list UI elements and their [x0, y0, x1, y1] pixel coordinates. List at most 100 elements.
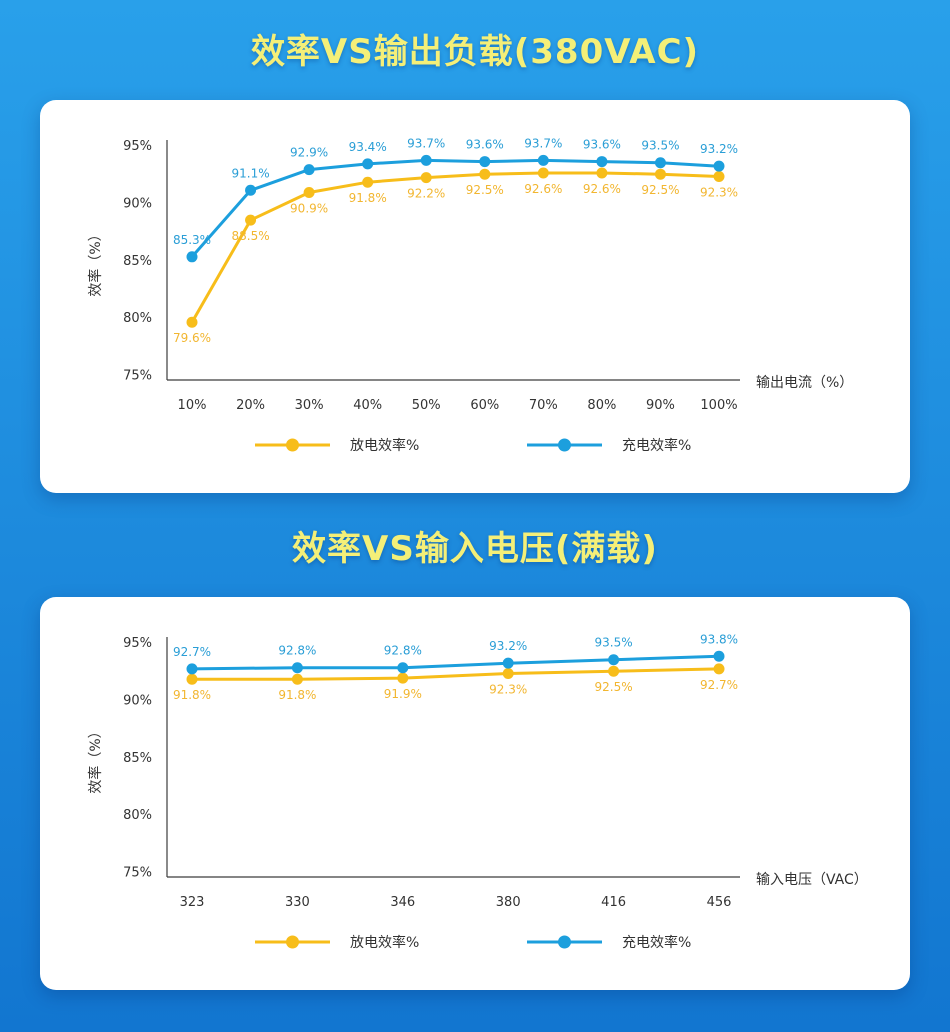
chart-card-efficiency-vs-load: 95% 90% 85% 80% 75% 10% 20% 30% 40% 50% 60% 70% 80% 9…	[40, 100, 910, 493]
x-tick-label: 346	[390, 895, 415, 910]
discharge-efficiency-point	[654, 168, 666, 180]
charge-efficiency-data-label: 93.2%	[700, 142, 738, 156]
x-tick-label: 380	[496, 895, 521, 910]
x-tick-label: 100%	[700, 398, 737, 413]
charge-efficiency-point	[397, 662, 409, 674]
charge-efficiency-point	[362, 158, 374, 170]
charge-efficiency-data-label: 93.7%	[407, 136, 445, 150]
discharge-efficiency-data-label: 92.5%	[466, 183, 504, 197]
discharge-efficiency-point	[245, 214, 257, 226]
discharge-efficiency-legend-marker	[286, 935, 299, 949]
y-tick-label: 95%	[123, 636, 152, 651]
discharge-efficiency-data-label: 92.2%	[407, 187, 445, 201]
y-tick-label: 85%	[123, 751, 152, 766]
charge-efficiency-point	[303, 164, 315, 176]
y-tick-label: 90%	[123, 196, 152, 211]
x-tick-label: 30%	[295, 398, 324, 413]
discharge-efficiency-point	[713, 663, 725, 675]
discharge-efficiency-data-label: 91.8%	[173, 688, 211, 702]
charge-efficiency-data-label: 93.4%	[349, 140, 387, 154]
charge-efficiency-point	[479, 156, 491, 168]
y-tick-label: 80%	[123, 311, 152, 326]
charge-efficiency-line	[190, 654, 721, 671]
charge-efficiency-line	[190, 158, 721, 259]
discharge-efficiency-point	[397, 672, 409, 684]
x-tick-label: 80%	[587, 398, 616, 413]
charge-efficiency-point	[420, 154, 432, 166]
x-tick-label: 10%	[178, 398, 207, 413]
charge-efficiency-point	[713, 160, 725, 172]
charge-efficiency-data-label: 91.1%	[231, 166, 269, 180]
charge-efficiency-point	[291, 662, 303, 674]
chart-card-efficiency-vs-voltage: 95% 90% 85% 80% 75% 323 330 346 380 416 456 输入电压（VA…	[40, 597, 910, 990]
charge-efficiency-data-label: 93.7%	[524, 136, 562, 150]
discharge-efficiency-data-label: 92.3%	[489, 682, 527, 696]
discharge-efficiency-point	[713, 170, 725, 182]
discharge-efficiency-legend-label: 放电效率%	[350, 934, 419, 951]
discharge-efficiency-point	[362, 176, 374, 188]
chart-title-efficiency-vs-load: 效率VS输出负载(380VAC)	[250, 32, 700, 72]
charge-efficiency-legend-label: 充电效率%	[622, 437, 691, 454]
discharge-efficiency-point	[608, 665, 620, 677]
discharge-efficiency-data-label: 92.5%	[641, 183, 679, 197]
x-tick-label: 330	[285, 895, 310, 910]
discharge-efficiency-point	[186, 673, 198, 685]
x-axis-title: 输出电流（%）	[756, 375, 853, 391]
discharge-efficiency-point	[420, 172, 432, 184]
y-tick-label: 75%	[123, 866, 152, 881]
discharge-efficiency-line	[190, 667, 721, 681]
y-tick-label: 95%	[123, 139, 152, 154]
x-tick-label: 70%	[529, 398, 558, 413]
discharge-efficiency-data-label: 91.8%	[278, 688, 316, 702]
charge-efficiency-data-label: 92.7%	[173, 645, 211, 659]
efficiency-vs-voltage-chart: 95% 90% 85% 80% 75% 323 330 346 380 416 456 输入电压（VA…	[87, 632, 868, 951]
discharge-efficiency-data-label: 92.6%	[524, 182, 562, 196]
charge-efficiency-point	[186, 251, 198, 263]
discharge-efficiency-point	[291, 673, 303, 685]
discharge-efficiency-point	[186, 316, 198, 328]
y-axis-title: 效率（%）	[87, 227, 104, 296]
discharge-efficiency-point	[479, 168, 491, 180]
efficiency-vs-load-chart: 95% 90% 85% 80% 75% 10% 20% 30% 40% 50% 60% 70% 80% 9…	[87, 136, 853, 454]
x-tick-label: 20%	[236, 398, 265, 413]
charge-efficiency-point	[654, 157, 666, 169]
charge-efficiency-point	[596, 156, 608, 168]
charge-efficiency-data-label: 92.8%	[278, 644, 316, 658]
charge-efficiency-data-label: 93.6%	[466, 138, 504, 152]
charge-efficiency-data-label: 93.8%	[700, 632, 738, 646]
charge-efficiency-point	[608, 654, 620, 666]
x-axis-title: 输入电压（VAC）	[756, 872, 868, 888]
discharge-efficiency-data-label: 92.7%	[700, 678, 738, 692]
discharge-efficiency-data-label: 92.3%	[700, 185, 738, 199]
discharge-efficiency-point	[596, 167, 608, 179]
x-tick-label: 456	[707, 895, 732, 910]
x-tick-label: 416	[601, 895, 626, 910]
charge-efficiency-point	[713, 650, 725, 662]
charge-efficiency-data-label: 93.2%	[489, 639, 527, 653]
charge-efficiency-legend-label: 充电效率%	[622, 934, 691, 951]
charge-efficiency-data-label: 93.5%	[641, 139, 679, 153]
x-tick-label: 323	[180, 895, 205, 910]
charge-efficiency-legend-marker	[558, 935, 571, 949]
discharge-efficiency-line	[190, 171, 721, 324]
discharge-efficiency-legend-label: 放电效率%	[350, 437, 419, 454]
discharge-efficiency-data-label: 91.8%	[349, 191, 387, 205]
charge-efficiency-point	[537, 154, 549, 166]
charge-efficiency-data-label: 92.8%	[384, 644, 422, 658]
y-tick-label: 90%	[123, 693, 152, 708]
x-tick-label: 40%	[353, 398, 382, 413]
charge-efficiency-data-label: 93.6%	[583, 138, 621, 152]
charge-efficiency-data-label: 93.5%	[595, 636, 633, 650]
charge-efficiency-point	[186, 663, 198, 675]
y-axis-title: 效率（%）	[87, 724, 104, 793]
discharge-efficiency-data-label: 88.5%	[231, 229, 269, 243]
x-tick-label: 50%	[412, 398, 441, 413]
discharge-efficiency-data-label: 92.5%	[595, 680, 633, 694]
discharge-efficiency-legend-marker	[286, 438, 299, 452]
charge-efficiency-point	[502, 657, 514, 669]
charge-efficiency-legend-marker	[558, 438, 571, 452]
charge-efficiency-data-label: 85.3%	[173, 233, 211, 247]
x-tick-label: 90%	[646, 398, 675, 413]
discharge-efficiency-point	[502, 667, 514, 679]
chart-title-efficiency-vs-voltage: 效率VS输入电压(满载)	[292, 529, 658, 569]
